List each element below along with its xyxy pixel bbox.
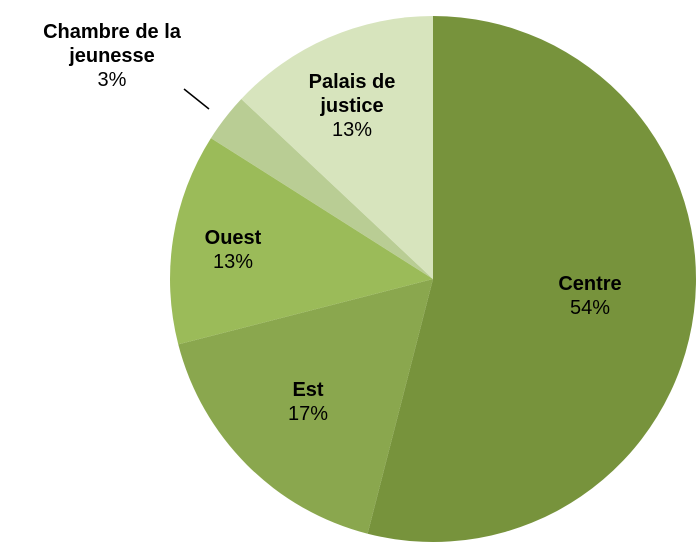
slice-percent: 54% xyxy=(569,297,611,319)
slice-name: Chambre de la jeunesse xyxy=(43,21,181,67)
slice-percent: 17% xyxy=(287,403,329,425)
slice-percent: 3% xyxy=(97,69,127,91)
slice-percent: 13% xyxy=(331,119,373,141)
leader-line xyxy=(183,88,210,110)
slice-percent: 13% xyxy=(212,251,254,273)
data-label: Est 17% xyxy=(248,378,368,426)
data-label: Ouest 13% xyxy=(173,226,293,274)
data-label: Chambre de la jeunesse 3% xyxy=(12,20,212,92)
slice-name: Est xyxy=(292,379,324,401)
pie-slice xyxy=(241,16,433,279)
slice-name: Centre xyxy=(558,273,622,295)
pie-slice xyxy=(178,279,433,534)
pie-slice xyxy=(170,138,434,345)
pie-slice xyxy=(367,16,697,542)
slice-name: Palais de justice xyxy=(308,71,396,117)
pie-slice xyxy=(210,98,433,279)
data-label: Centre 54% xyxy=(520,272,660,320)
slice-name: Ouest xyxy=(204,227,262,249)
data-label: Palais de justice 13% xyxy=(287,70,417,142)
